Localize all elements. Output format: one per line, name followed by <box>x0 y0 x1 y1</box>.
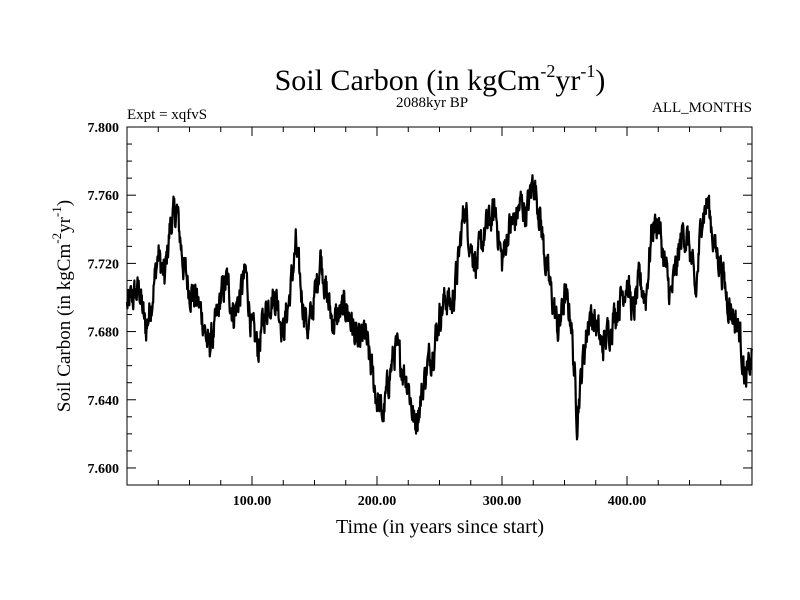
x-axis: 100.00 200.00 300.00 400.00 <box>126 127 753 509</box>
y-tick-label: 7.680 <box>88 326 120 341</box>
x-tick-label: 300.00 <box>483 494 522 509</box>
y-tick-label: 7.600 <box>88 462 120 477</box>
x-axis-label: Time (in years since start) <box>336 516 544 538</box>
y-axis-label: Soil Carbon (in kgCm-2yr-1) <box>49 200 75 412</box>
y-tick-label: 7.760 <box>88 189 120 204</box>
chart-subtitle: 2088kyr BP <box>396 95 468 111</box>
y-tick-label: 7.800 <box>88 121 120 136</box>
chart-title: Soil Carbon (in kgCm-2yr-1) <box>275 61 606 97</box>
y-tick-label: 7.720 <box>88 257 120 272</box>
x-tick-label: 100.00 <box>233 494 272 509</box>
x-tick-label: 200.00 <box>358 494 397 509</box>
series-line-soil-carbon <box>125 174 754 441</box>
x-tick-label: 400.00 <box>608 494 647 509</box>
experiment-label: Expt = xqfvS <box>127 107 207 123</box>
y-axis: 7.600 7.640 7.680 7.720 7.760 7.800 <box>88 121 752 486</box>
months-label: ALL_MONTHS <box>652 100 752 116</box>
y-tick-label: 7.640 <box>88 394 120 409</box>
